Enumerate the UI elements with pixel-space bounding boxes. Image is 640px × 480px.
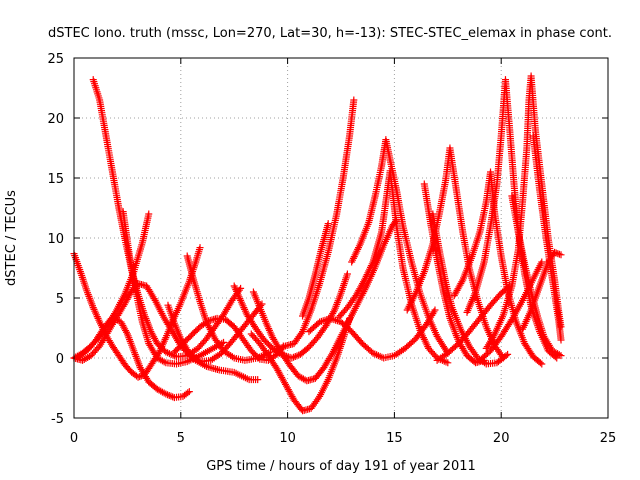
data-point <box>160 358 168 366</box>
x-tick-label: 25 <box>600 431 617 446</box>
data-point <box>557 251 565 259</box>
data-point <box>444 359 452 367</box>
data-point <box>145 210 153 218</box>
y-tick-label: 0 <box>56 352 64 367</box>
data-series <box>74 313 193 402</box>
data-point <box>162 390 170 398</box>
y-tick-label: 10 <box>47 232 64 247</box>
data-point <box>184 389 192 397</box>
data-point <box>288 354 296 362</box>
data-series <box>476 258 546 364</box>
data-point <box>557 336 565 344</box>
data-point <box>290 353 298 361</box>
data-point <box>254 376 262 384</box>
data-point <box>506 282 514 290</box>
y-tick-label: -5 <box>51 412 64 427</box>
x-tick-label: 15 <box>386 431 403 446</box>
axis-ticks: 0 5 10 15 20 25 -5 0 5 10 15 20 25 <box>47 52 616 446</box>
data-point <box>293 352 301 360</box>
data-point <box>538 360 546 368</box>
data-series <box>119 208 228 368</box>
y-axis-label: dSTEC / TECUs <box>4 190 19 286</box>
data-point <box>330 308 338 316</box>
data-point <box>196 244 204 252</box>
data-point <box>502 352 510 360</box>
data-point <box>167 392 175 400</box>
data-point <box>343 270 351 278</box>
data-point <box>504 283 512 291</box>
data-point <box>536 359 544 367</box>
data-series <box>433 282 514 364</box>
data-point <box>360 278 368 286</box>
data-point <box>538 258 546 266</box>
data-point <box>431 306 439 314</box>
data-point <box>346 314 354 322</box>
y-tick-label: 20 <box>47 112 64 127</box>
data-series <box>529 132 565 344</box>
data-point <box>185 388 193 396</box>
x-axis-label: GPS time / hours of day 191 of year 2011 <box>206 459 476 474</box>
data-series <box>70 244 204 381</box>
data-point <box>194 356 202 364</box>
y-tick-label: 5 <box>56 292 64 307</box>
data-point <box>122 328 130 336</box>
data-point <box>507 317 515 325</box>
data-point <box>555 351 563 359</box>
data-point <box>458 278 466 286</box>
data-point <box>203 318 211 326</box>
data-point <box>481 359 489 367</box>
chart-title: dSTEC Iono. truth (mssc, Lon=270, Lat=30… <box>48 26 612 41</box>
data-point <box>297 329 305 337</box>
data-series <box>519 248 565 333</box>
data-point <box>350 96 358 104</box>
data-series <box>429 210 512 368</box>
y-tick-label: 15 <box>47 172 64 187</box>
x-tick-label: 5 <box>177 431 185 446</box>
data-point <box>160 389 168 397</box>
x-tick-label: 20 <box>493 431 510 446</box>
plot-area <box>70 72 565 415</box>
data-point <box>254 354 262 362</box>
data-point <box>557 352 565 360</box>
data-point <box>324 220 332 228</box>
data-series <box>305 306 439 362</box>
data-point <box>165 391 173 399</box>
data-point <box>164 391 172 399</box>
data-point <box>220 338 228 346</box>
x-tick-label: 0 <box>70 431 78 446</box>
data-series <box>273 96 358 355</box>
y-tick-label: 25 <box>47 52 64 67</box>
data-series <box>299 220 332 320</box>
data-point <box>291 353 299 361</box>
data-point <box>314 394 322 402</box>
data-series <box>170 314 287 364</box>
data-point <box>280 343 288 351</box>
data-series <box>249 216 401 385</box>
plot-frame <box>73 57 609 419</box>
data-point <box>504 350 512 358</box>
x-tick-label: 10 <box>279 431 296 446</box>
